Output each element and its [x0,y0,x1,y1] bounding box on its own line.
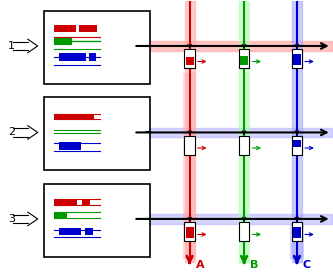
Text: 2: 2 [8,127,15,137]
Bar [239,222,249,241]
Bar [292,222,302,241]
Polygon shape [183,73,196,259]
Text: 3: 3 [8,214,15,224]
Bar [89,53,96,61]
Bar [240,56,248,66]
Bar [293,233,301,238]
Bar [293,57,301,66]
Bar [54,114,94,119]
Bar [184,136,195,155]
Bar [82,200,90,205]
Polygon shape [120,128,147,145]
Bar [44,11,150,84]
Bar [293,140,301,147]
Bar [293,227,301,233]
Bar [292,49,302,68]
Bar [184,49,195,68]
Polygon shape [290,223,304,259]
Bar [44,97,150,170]
Text: C: C [303,260,311,270]
Bar [239,49,249,68]
Bar [44,184,150,257]
Bar [54,200,77,205]
Bar [54,25,76,32]
Polygon shape [120,215,147,231]
Bar [239,136,249,155]
Bar [59,229,81,235]
Bar [54,38,72,44]
Bar [186,233,193,238]
Bar [184,222,195,241]
Polygon shape [120,37,147,58]
Bar [186,57,193,66]
Text: B: B [250,260,258,270]
Bar [54,212,68,218]
Bar [85,229,93,235]
Bar [186,227,193,233]
Text: A: A [195,260,204,270]
Bar [79,25,97,32]
Bar [292,136,302,155]
Bar [59,53,86,61]
Bar [59,143,81,150]
Bar [293,54,301,58]
Text: 1: 1 [8,41,15,51]
